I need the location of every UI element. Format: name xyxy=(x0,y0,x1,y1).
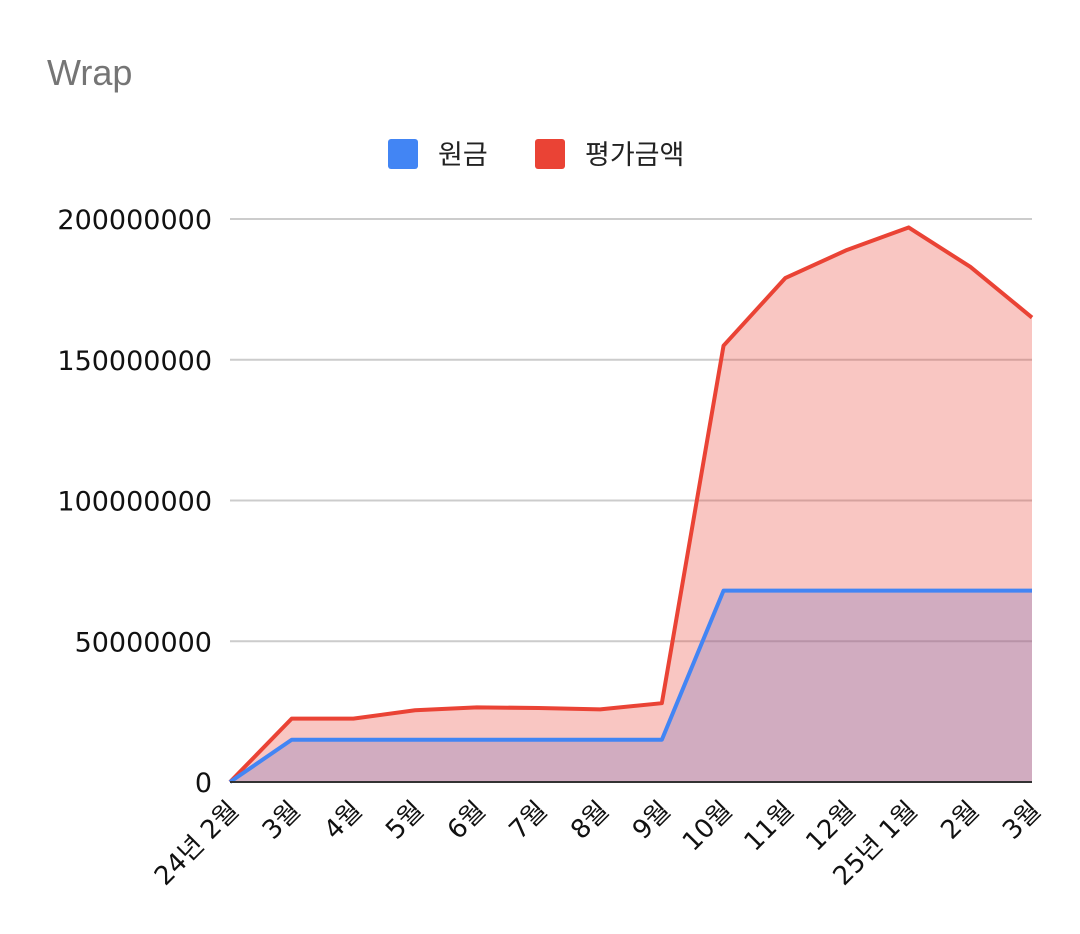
y-axis-ticks: 0 50000000 100000000 150000000 200000000 xyxy=(57,205,212,799)
y-tick-label: 100000000 xyxy=(57,487,212,518)
x-tick-label: 9월 xyxy=(627,796,677,846)
x-tick-label: 6월 xyxy=(442,796,492,846)
line-principal xyxy=(228,588,1032,784)
legend-swatch xyxy=(388,139,418,169)
x-tick-label: 8월 xyxy=(565,796,615,846)
series-lines xyxy=(228,225,1034,784)
x-tick-label: 3월 xyxy=(257,796,307,846)
legend-swatch xyxy=(535,139,565,169)
area-principal xyxy=(230,590,1032,782)
legend-label: 평가금액 xyxy=(585,140,684,171)
y-tick-label: 0 xyxy=(195,768,212,799)
x-tick-label: 7월 xyxy=(504,796,554,846)
gridlines xyxy=(230,218,1032,643)
x-tick-label: 3월 xyxy=(997,796,1047,846)
y-tick-label: 150000000 xyxy=(57,346,212,377)
legend-label: 원금 xyxy=(438,140,488,171)
x-tick-label: 10월 xyxy=(677,796,739,858)
y-tick-label: 200000000 xyxy=(57,205,212,236)
x-tick-label: 4월 xyxy=(319,796,369,846)
chart-title: Wrap xyxy=(47,52,133,93)
x-tick-label: 11월 xyxy=(739,796,801,858)
area-valuation xyxy=(230,227,1032,782)
legend: 원금 평가금액 xyxy=(388,139,684,171)
x-tick-label: 2월 xyxy=(935,796,985,846)
x-tick-label: 24년 2월 xyxy=(149,796,245,892)
line-valuation xyxy=(228,225,1034,784)
x-tick-label: 5월 xyxy=(380,796,430,846)
series-areas xyxy=(230,227,1032,782)
y-tick-label: 50000000 xyxy=(75,627,212,658)
